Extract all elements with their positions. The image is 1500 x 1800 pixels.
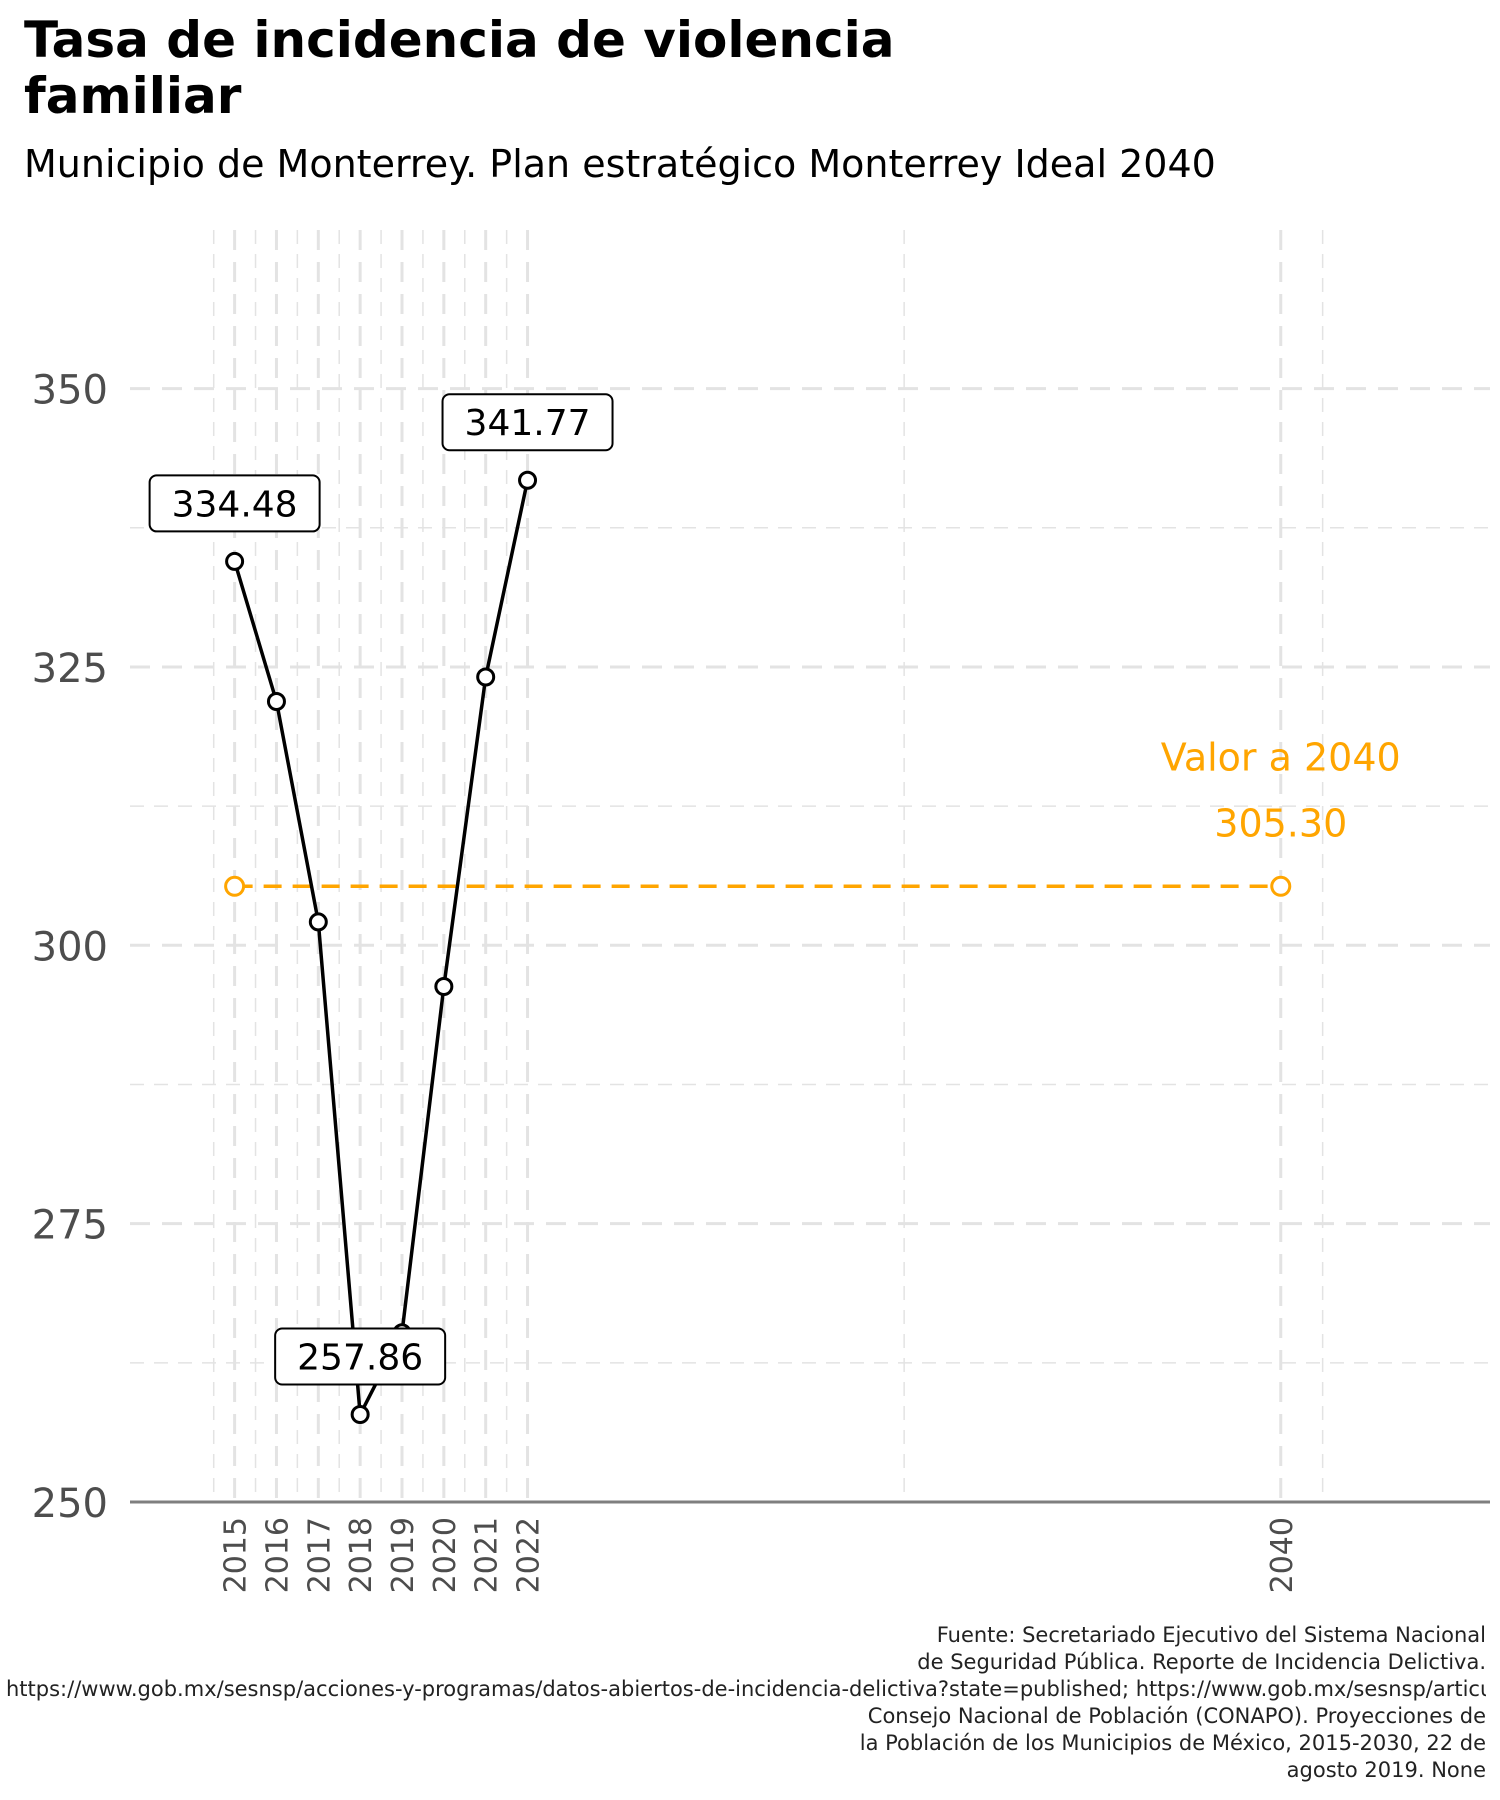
x-tick-label: 2015 (219, 1517, 254, 1593)
data-label-text: 341.77 (465, 403, 591, 444)
y-tick-label: 250 (32, 1481, 108, 1527)
source-caption: Fuente: Secretariado Ejecutivo del Siste… (6, 1622, 1486, 1784)
x-tick-label: 2040 (1265, 1517, 1300, 1593)
caption-line: de Seguridad Pública. Reporte de Inciden… (917, 1650, 1486, 1674)
chart-title: Tasa de incidencia de violencia familiar (24, 11, 895, 125)
caption-line: la Población de los Municipios de México… (859, 1731, 1486, 1755)
data-labels: 334.48 257.86 341.77 (148, 393, 614, 1386)
x-tick-label: 2017 (302, 1517, 337, 1593)
data-label-text: 257.86 (297, 1337, 423, 1378)
x-tick-label: 2021 (470, 1517, 505, 1593)
x-tick-label: 2022 (512, 1517, 547, 1593)
data-label: 334.48 (148, 474, 321, 533)
line-chart: 250 275 300 325 350 2015 2016 2017 2018 2019 2020… (32, 230, 1490, 1593)
data-point (350, 1404, 370, 1424)
target-point (224, 875, 246, 897)
data-label: 341.77 (441, 393, 614, 452)
data-point (308, 912, 328, 932)
x-tick-label: 2018 (344, 1517, 379, 1593)
y-tick-label: 275 (32, 1203, 108, 1249)
data-point (434, 976, 454, 996)
x-tick-label: 2016 (260, 1517, 295, 1593)
target-value: 305.30 (1214, 801, 1347, 845)
data-point (266, 691, 286, 711)
minor-gridlines (130, 230, 1490, 1502)
major-gridlines (130, 230, 1490, 1504)
caption-line: agosto 2019. None (1286, 1758, 1486, 1782)
y-tick-label: 350 (32, 368, 108, 414)
caption-line: Fuente: Secretariado Ejecutivo del Siste… (936, 1623, 1486, 1647)
x-tick-label: 2019 (386, 1517, 421, 1593)
data-point (518, 470, 538, 490)
y-tick-label: 325 (32, 646, 108, 692)
data-label-text: 334.48 (172, 484, 298, 525)
y-axis-labels: 250 275 300 325 350 (32, 368, 108, 1527)
caption-line: https://www.gob.mx/sesnsp/acciones-y-pro… (6, 1677, 1486, 1701)
target-label: Valor a 2040 (1161, 735, 1401, 779)
x-tick-label: 2020 (428, 1517, 463, 1593)
data-label: 257.86 (274, 1327, 447, 1386)
target-point (1270, 875, 1292, 897)
chart-subtitle: Municipio de Monterrey. Plan estratégico… (24, 142, 1216, 186)
caption-line: Consejo Nacional de Población (CONAPO). … (867, 1704, 1486, 1728)
data-point (225, 551, 245, 571)
data-label-box (148, 474, 321, 533)
data-label-box (274, 1327, 447, 1386)
target-2040: Valor a 2040 305.30 (224, 735, 1401, 897)
data-label-box (441, 393, 614, 452)
y-tick-label: 300 (32, 924, 108, 970)
x-axis-labels: 2015 2016 2017 2018 2019 2020 2021 2022 2040 (219, 1517, 1300, 1593)
data-point (476, 667, 496, 687)
